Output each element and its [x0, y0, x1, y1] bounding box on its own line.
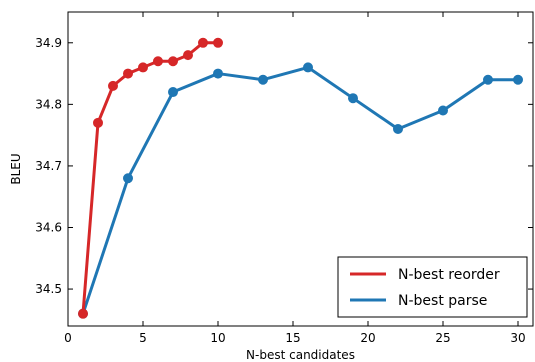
data-point [78, 308, 88, 319]
y-tick-label: 34.7 [35, 159, 62, 173]
data-point [213, 68, 223, 79]
x-tick-label: 10 [210, 331, 225, 345]
x-tick-label: 0 [64, 331, 72, 345]
plot-border [67, 11, 534, 327]
data-point [303, 62, 313, 73]
x-tick-label: 5 [139, 331, 147, 345]
data-point [213, 37, 223, 48]
x-axis-label: N-best candidates [246, 348, 355, 362]
data-point [168, 87, 178, 98]
data-point [258, 74, 268, 85]
legend-box [337, 256, 528, 318]
legend-label-reorder: N-best reorder [398, 267, 500, 283]
data-point [138, 62, 148, 73]
data-point [108, 80, 118, 91]
data-point [93, 117, 103, 128]
y-tick-label: 34.5 [35, 282, 62, 296]
x-axis: 0 5 10 15 20 25 30 [64, 12, 526, 345]
data-point [168, 56, 178, 67]
data-point [123, 173, 133, 184]
x-tick-label: 25 [435, 331, 450, 345]
y-tick-label: 34.8 [35, 97, 62, 111]
data-point [153, 56, 163, 67]
data-point [393, 123, 403, 134]
series-0 [78, 37, 223, 319]
data-point [123, 68, 133, 79]
x-tick-label: 15 [285, 331, 300, 345]
data-point [513, 74, 523, 85]
plot-frame [67, 11, 534, 327]
data-point [348, 93, 358, 104]
data-point [198, 37, 208, 48]
x-tick-label: 30 [510, 331, 525, 345]
x-tick-label: 20 [360, 331, 375, 345]
legend: N-best reorder N-best parse [337, 256, 528, 318]
legend-label-parse: N-best parse [398, 293, 487, 309]
data-point [483, 74, 493, 85]
series-line [81, 41, 218, 314]
y-tick-label: 34.9 [35, 36, 62, 50]
data-point [438, 105, 448, 116]
y-axis: 34.5 34.6 34.7 34.8 34.9 [35, 36, 533, 296]
data-point [183, 50, 193, 61]
y-axis-label: BLEU [9, 153, 23, 184]
y-tick-label: 34.6 [35, 220, 62, 234]
series-layer [78, 37, 523, 319]
